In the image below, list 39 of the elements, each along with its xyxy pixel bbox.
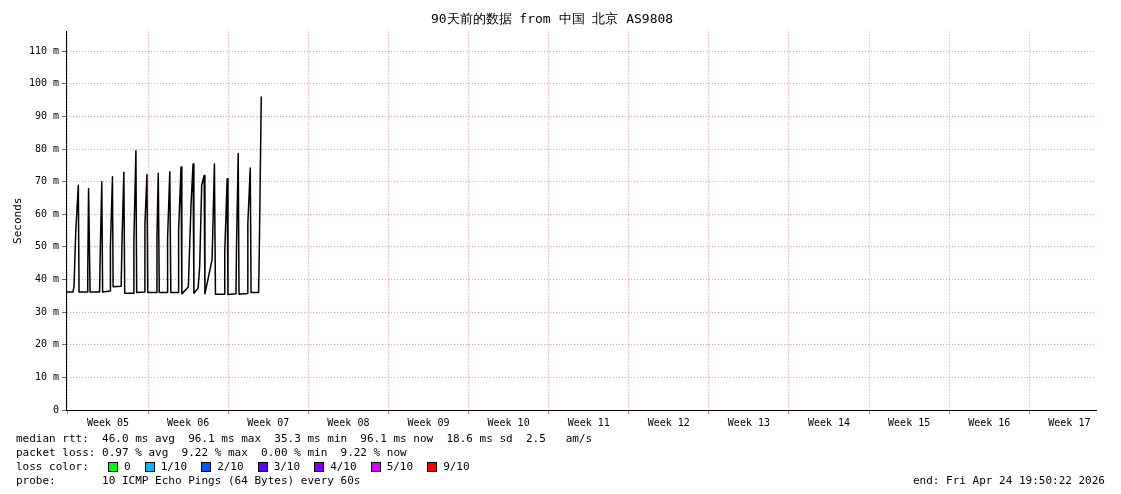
x-tick-label: Week 08 — [327, 416, 370, 428]
x-tick-label: Week 15 — [888, 416, 931, 428]
y-tick-label: 40 m — [34, 273, 59, 285]
x-tick-label: Week 05 — [86, 416, 130, 428]
x-tick-label: Week 06 — [167, 416, 210, 428]
y-tick-label: 50 m — [34, 240, 59, 252]
text: probe: 10 ICMP Echo Pings (64 Bytes) every 60s — [16, 474, 361, 488]
y-tick-label: 60 m — [34, 207, 59, 219]
y-tick-label: 110 m — [28, 44, 59, 56]
y-tick-label: 20 m — [34, 338, 59, 350]
x-tick-label: Week 12 — [647, 416, 690, 428]
text: packet loss: 0.97 % avg 9.22 % max 0.00 % min 9.22 % now — [16, 446, 408, 460]
x-tick-label: Week 13 — [727, 416, 771, 428]
x-tick-label: Week 10 — [487, 416, 530, 428]
y-tick-label: 80 m — [34, 142, 59, 154]
text: end: Fri Apr 24 19:50:22 2026 — [912, 474, 1105, 488]
x-tick-label: Week 09 — [407, 416, 450, 428]
text: 2/10 — [217, 460, 244, 474]
y-tick-label: 10 m — [34, 370, 59, 382]
y-tick-label: 100 m — [28, 77, 59, 89]
chart-title: 90天前的数据 from 中国 北京 AS9808 — [430, 11, 674, 27]
text: 1/10 — [160, 460, 188, 474]
text: median rtt: 46.0 ms avg 96.1 ms max 35.3 ms min 96.1 ms now 18.6 ms sd 2.5 am/s — [16, 432, 594, 446]
text: 4/10 — [330, 460, 357, 474]
y-tick-label: 30 m — [34, 305, 59, 317]
y-tick-label: 70 m — [34, 175, 59, 187]
x-tick-label: Week 07 — [247, 416, 290, 428]
x-tick-label: Week 14 — [807, 416, 851, 428]
x-tick-label: Week 11 — [567, 416, 610, 428]
text: 0 — [124, 460, 131, 474]
text: 5/10 — [386, 460, 414, 474]
y-tick-label: 90 m — [34, 110, 59, 122]
text: 3/10 — [273, 460, 301, 474]
text: loss color: — [16, 460, 90, 474]
x-tick-label: Week 17 — [1048, 416, 1091, 428]
y-axis-title: Seconds — [11, 197, 25, 244]
text: 9/10 — [443, 460, 470, 474]
y-tick-label: 0 — [52, 403, 59, 415]
x-tick-label: Week 16 — [968, 416, 1011, 428]
